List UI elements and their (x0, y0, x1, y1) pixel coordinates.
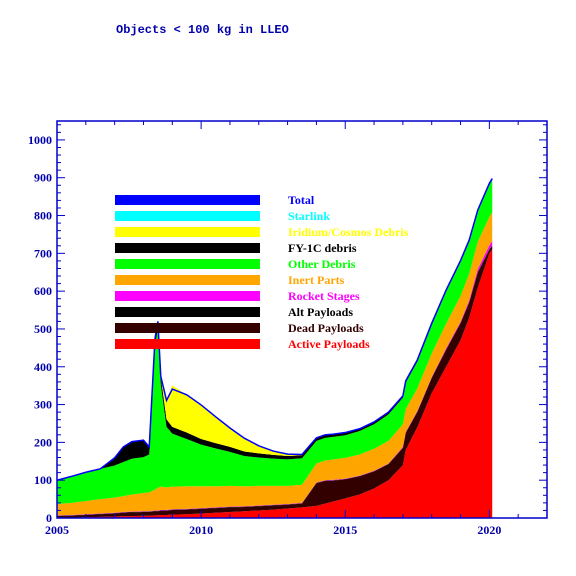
legend-swatch-fy-1c-debris (115, 243, 260, 253)
area-other-debris (57, 179, 493, 505)
legend: Total Starlink Iridium/Cosmos Debris FY-1C … (115, 193, 409, 351)
y-tick-label: 900 (34, 171, 52, 185)
y-tick-label: 700 (34, 246, 52, 260)
legend-swatch-other-debris (115, 259, 260, 269)
area-layers (56, 178, 493, 519)
legend-label-dead-payloads: Dead Payloads (288, 321, 364, 335)
chart-title: Objects < 100 kg in LLEO (116, 23, 289, 37)
legend-label-starlink: Starlink (288, 209, 330, 223)
y-tick-label: 200 (34, 435, 52, 449)
legend-swatch-starlink (115, 211, 260, 221)
area-active-payloads (57, 249, 493, 519)
legend-swatch-active-payloads (115, 339, 260, 349)
legend-swatch-inert-parts (115, 275, 260, 285)
legend-swatch-total (115, 195, 260, 205)
legend-swatch-alt-payloads (115, 307, 260, 317)
line-total (56, 178, 493, 481)
legend-label-inert-parts: Inert Parts (288, 273, 345, 287)
x-tick-label: 2015 (333, 523, 357, 537)
area-iridium-cosmos-debris (57, 178, 493, 481)
legend-label-iridium-cosmos-debris: Iridium/Cosmos Debris (288, 225, 409, 239)
legend-label-rocket-stages: Rocket Stages (288, 289, 360, 303)
legend-swatch-iridium-cosmos-debris (115, 227, 260, 237)
y-tick-label: 500 (34, 322, 52, 336)
y-tick-label: 100 (34, 473, 52, 487)
x-tick-label: 2020 (477, 523, 501, 537)
y-tick-label: 400 (34, 360, 52, 374)
axis-ticks: 0 100 200 300 400 500 600 700 800 900 1000 2005 2010… (28, 121, 548, 537)
legend-label-alt-payloads: Alt Payloads (288, 305, 353, 319)
legend-label-other-debris: Other Debris (288, 257, 356, 271)
y-tick-label: 1000 (28, 133, 52, 147)
y-tick-label: 600 (34, 284, 52, 298)
y-tick-label: 300 (34, 398, 52, 412)
legend-swatch-rocket-stages (115, 291, 260, 301)
x-tick-label: 2010 (189, 523, 213, 537)
legend-label-active-payloads: Active Payloads (288, 337, 370, 351)
x-tick-label: 2005 (45, 523, 69, 537)
plot-frame (56, 120, 548, 519)
legend-swatch-dead-payloads (115, 323, 260, 333)
y-tick-label: 800 (34, 209, 52, 223)
y-tick-label: 0 (46, 511, 52, 525)
legend-label-total: Total (288, 193, 315, 207)
legend-label-fy-1c-debris: FY-1C debris (288, 241, 357, 255)
